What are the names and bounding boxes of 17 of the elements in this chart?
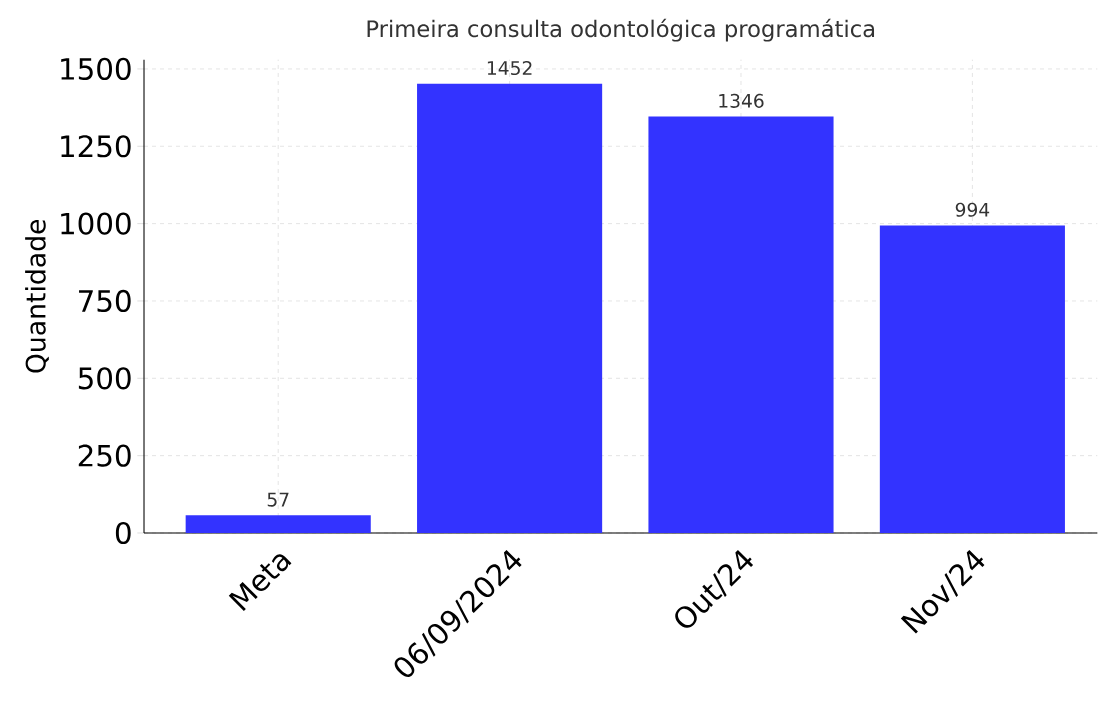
data-label: 1346 <box>719 93 764 108</box>
chart-title: Primeira consulta odontológica programática <box>367 18 875 42</box>
bar <box>185 515 371 533</box>
y-tick-label: 750 <box>79 289 131 313</box>
bar <box>417 83 603 533</box>
y-tick-label: 250 <box>78 444 131 467</box>
data-label: 1452 <box>487 60 532 76</box>
data-label: 994 <box>955 202 990 217</box>
y-tick-label: 1250 <box>61 135 131 158</box>
bar <box>879 225 1065 533</box>
y-tick-label: 0 <box>115 521 131 545</box>
data-label: 57 <box>267 492 289 507</box>
bar <box>648 116 834 533</box>
y-tick-label: 1000 <box>61 212 131 235</box>
y-axis-title: Quantidade <box>25 219 49 373</box>
y-tick-label: 500 <box>78 367 131 390</box>
y-tick-label: 1500 <box>61 57 131 81</box>
